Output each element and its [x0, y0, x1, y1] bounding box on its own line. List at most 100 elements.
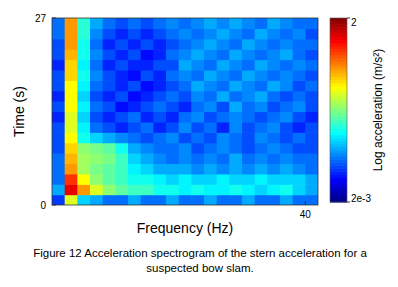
- cell: [293, 163, 306, 174]
- cell: [128, 174, 141, 185]
- cell: [115, 80, 128, 91]
- cell: [65, 70, 78, 81]
- cell: [293, 143, 306, 154]
- cell: [204, 132, 217, 143]
- cell: [191, 101, 204, 112]
- cell: [280, 122, 293, 133]
- cell: [77, 143, 90, 154]
- cell: [141, 143, 154, 154]
- cell: [128, 112, 141, 123]
- cell: [305, 80, 318, 91]
- cell: [90, 60, 103, 71]
- cell: [128, 91, 141, 102]
- cell: [141, 28, 154, 39]
- cell: [267, 49, 280, 60]
- cell: [90, 70, 103, 81]
- cell: [103, 112, 116, 123]
- cell: [103, 153, 116, 164]
- cell: [255, 163, 268, 174]
- y-tick: [52, 18, 56, 19]
- cell: [77, 163, 90, 174]
- cell: [267, 174, 280, 185]
- cell: [280, 143, 293, 154]
- colorbar-tick: [347, 202, 350, 203]
- cell: [153, 91, 166, 102]
- cell: [128, 28, 141, 39]
- cell: [280, 174, 293, 185]
- cell: [242, 49, 255, 60]
- cell: [141, 174, 154, 185]
- cell: [141, 163, 154, 174]
- colorbar-title: Log acceleration (m/s²): [371, 49, 385, 172]
- cell: [153, 80, 166, 91]
- cell: [242, 195, 255, 205]
- cell: [141, 18, 154, 29]
- cell: [166, 80, 179, 91]
- cell: [103, 163, 116, 174]
- cell: [166, 39, 179, 50]
- cell: [115, 163, 128, 174]
- cell: [115, 143, 128, 154]
- cell: [52, 70, 65, 81]
- cell: [115, 195, 128, 205]
- cell: [293, 60, 306, 71]
- cell: [52, 80, 65, 91]
- cell: [217, 80, 230, 91]
- cell: [77, 49, 90, 60]
- cell: [280, 28, 293, 39]
- cell: [267, 18, 280, 29]
- cell: [229, 143, 242, 154]
- cell: [255, 70, 268, 81]
- cell: [115, 18, 128, 29]
- cell: [293, 70, 306, 81]
- cell: [77, 60, 90, 71]
- cell: [179, 101, 192, 112]
- cell: [217, 184, 230, 195]
- cell: [52, 101, 65, 112]
- cell: [305, 163, 318, 174]
- cell: [204, 195, 217, 205]
- cell: [52, 18, 65, 29]
- cell: [242, 101, 255, 112]
- cell: [90, 153, 103, 164]
- cell: [204, 39, 217, 50]
- cell: [115, 122, 128, 133]
- cell: [52, 122, 65, 133]
- cell: [229, 80, 242, 91]
- cell: [90, 122, 103, 133]
- cell: [90, 195, 103, 205]
- cell: [267, 80, 280, 91]
- cell: [90, 80, 103, 91]
- cell: [52, 60, 65, 71]
- cell: [141, 122, 154, 133]
- cell: [255, 132, 268, 143]
- cell: [217, 153, 230, 164]
- y-tick-label: 27: [35, 13, 47, 24]
- cell: [128, 18, 141, 29]
- cell: [103, 70, 116, 81]
- cell: [242, 18, 255, 29]
- cell: [267, 101, 280, 112]
- cell: [191, 60, 204, 71]
- cell: [280, 163, 293, 174]
- cell: [305, 174, 318, 185]
- cell: [191, 122, 204, 133]
- cell: [204, 28, 217, 39]
- cell: [217, 132, 230, 143]
- cell: [153, 195, 166, 205]
- cell: [90, 39, 103, 50]
- cell: [65, 112, 78, 123]
- cell: [115, 49, 128, 60]
- cell: [179, 80, 192, 91]
- cell: [115, 91, 128, 102]
- cell: [153, 122, 166, 133]
- x-tick-label: 40: [300, 209, 312, 220]
- cell: [280, 195, 293, 205]
- cell: [77, 132, 90, 143]
- cell: [280, 184, 293, 195]
- cell: [115, 132, 128, 143]
- cell: [65, 18, 78, 29]
- cell: [255, 28, 268, 39]
- cell: [52, 153, 65, 164]
- x-label: Frequency (Hz): [137, 220, 233, 236]
